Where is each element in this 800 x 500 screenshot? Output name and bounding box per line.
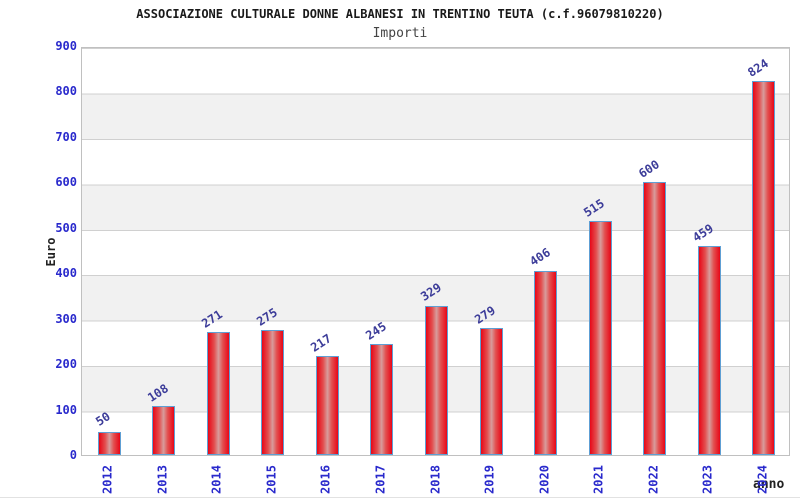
bar-2021 xyxy=(588,220,612,455)
bar-2020 xyxy=(534,270,558,455)
bar-2017 xyxy=(370,343,394,455)
x-axis-title: anno xyxy=(753,477,785,492)
x-category-label-2017: 2017 xyxy=(373,465,388,494)
bar-2015 xyxy=(261,330,285,455)
y-tick-label-700: 700 xyxy=(55,129,77,144)
x-category-label-2020: 2020 xyxy=(537,465,552,494)
x-category-label-2016: 2016 xyxy=(318,465,333,494)
x-category-label-2021: 2021 xyxy=(591,465,606,494)
bar-2012 xyxy=(97,432,121,455)
bar-2022 xyxy=(643,182,667,455)
y-tick-label-400: 400 xyxy=(55,266,77,281)
y-tick-label-100: 100 xyxy=(55,402,77,417)
x-category-label-2022: 2022 xyxy=(646,465,661,494)
bar-2018 xyxy=(425,305,448,455)
plot-area xyxy=(81,47,790,456)
x-category-label-2014: 2014 xyxy=(209,465,224,494)
x-category-label-2023: 2023 xyxy=(700,465,715,494)
bottom-rule xyxy=(0,497,800,498)
y-tick-label-800: 800 xyxy=(55,84,77,99)
bar-2024 xyxy=(752,80,776,455)
x-category-label-2024: 2024 xyxy=(755,465,770,494)
y-tick-label-200: 200 xyxy=(55,357,77,372)
y-tick-label-500: 500 xyxy=(55,220,77,235)
x-category-label-2019: 2019 xyxy=(482,465,497,494)
x-category-label-2012: 2012 xyxy=(100,465,115,494)
chart-title: ASSOCIAZIONE CULTURALE DONNE ALBANESI IN… xyxy=(136,7,664,21)
x-category-label-2018: 2018 xyxy=(428,465,442,494)
y-tick-label-600: 600 xyxy=(55,175,77,190)
bar-2013 xyxy=(152,405,176,455)
bar-2023 xyxy=(697,246,721,455)
x-category-label-2015: 2015 xyxy=(264,465,279,494)
bar-2014 xyxy=(206,331,230,455)
x-category-label-2013: 2013 xyxy=(155,465,170,494)
y-tick-label-0: 0 xyxy=(69,448,77,462)
chart-subtitle: Importi xyxy=(372,26,428,41)
bar-2019 xyxy=(479,328,503,455)
y-tick-label-300: 300 xyxy=(55,311,77,326)
bar-2016 xyxy=(315,356,339,455)
y-tick-label-900: 900 xyxy=(55,39,77,53)
